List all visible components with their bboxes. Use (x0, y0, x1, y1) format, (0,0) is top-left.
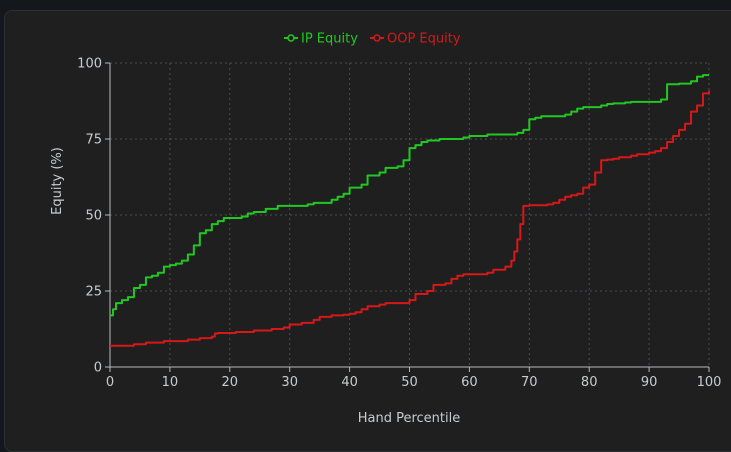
y-tick-label: 50 (85, 209, 102, 224)
x-tick-label: 10 (162, 375, 179, 390)
x-tick-label: 100 (697, 375, 722, 390)
series-line-ip-equity (110, 74, 709, 317)
series-lines (110, 74, 710, 347)
legend-item[interactable]: OOP Equity (370, 32, 461, 47)
y-tick-label: 75 (85, 133, 102, 148)
x-tick-label: 50 (401, 375, 418, 390)
x-tick-label: 20 (222, 375, 239, 390)
legend-marker-icon (287, 34, 295, 42)
x-tick-label: 60 (461, 375, 478, 390)
x-axis-title: Hand Percentile (358, 411, 461, 426)
x-tick-label: 80 (581, 375, 598, 390)
legend-label: IP Equity (301, 32, 358, 47)
legend[interactable]: IP Equity OOP Equity (284, 32, 461, 47)
y-tick-label: 0 (94, 361, 102, 376)
y-tick-label: 100 (77, 57, 102, 72)
legend-marker-icon (373, 34, 381, 42)
x-tick-label: 0 (106, 375, 114, 390)
y-axis-title: Equity (%) (50, 147, 65, 215)
x-tick-label: 90 (641, 375, 658, 390)
x-tick-label: 30 (281, 375, 298, 390)
grid-lines (110, 62, 710, 367)
series-line-oop-equity (110, 90, 710, 347)
x-tick-label: 40 (341, 375, 358, 390)
legend-label: OOP Equity (387, 32, 461, 47)
legend-item[interactable]: IP Equity (284, 32, 358, 47)
y-tick-label: 25 (85, 285, 102, 300)
x-tick-label: 70 (521, 375, 538, 390)
chart-panel (4, 10, 731, 452)
tick-labels: 0 10 20 30 40 50 60 70 80 90 100 0 25 50 75 100 (77, 57, 721, 391)
